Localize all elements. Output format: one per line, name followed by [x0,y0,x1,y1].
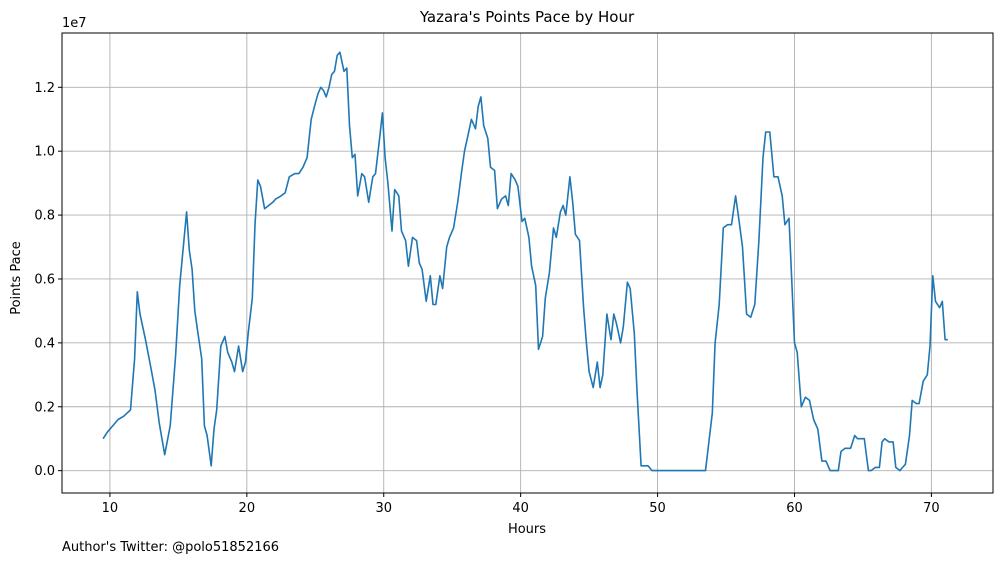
author-footnote: Author's Twitter: @polo51852166 [62,540,279,555]
grid-layer [62,33,993,493]
x-axis-label: Hours [508,522,546,537]
chart-title: Yazara's Points Pace by Hour [419,8,635,26]
y-scale-multiplier: 1e7 [62,16,87,31]
y-tick-label: 0.2 [34,400,55,415]
plot-frame [61,32,994,494]
y-tick-label: 0.4 [34,336,55,351]
y-tick-label: 0.0 [34,464,55,479]
y-tick-label: 0.8 [34,209,55,224]
y-axis-label: Points Pace [9,241,24,315]
x-tick-label: 10 [102,501,119,516]
y-tick-label: 0.6 [34,272,55,287]
x-tick-label: 30 [375,501,392,516]
x-tick-label: 40 [512,501,529,516]
y-tick-label: 1.0 [34,145,55,160]
ticks-layer: 10 20 30 40 50 60 70 0.0 0.2 0.4 0.6 0.8 1.0 1.2 [34,81,939,516]
x-tick-label: 70 [923,501,940,516]
x-tick-label: 50 [649,501,666,516]
points-pace-line [102,51,948,472]
x-tick-label: 20 [239,501,256,516]
y-tick-label: 1.2 [34,81,55,96]
x-tick-label: 60 [786,501,803,516]
